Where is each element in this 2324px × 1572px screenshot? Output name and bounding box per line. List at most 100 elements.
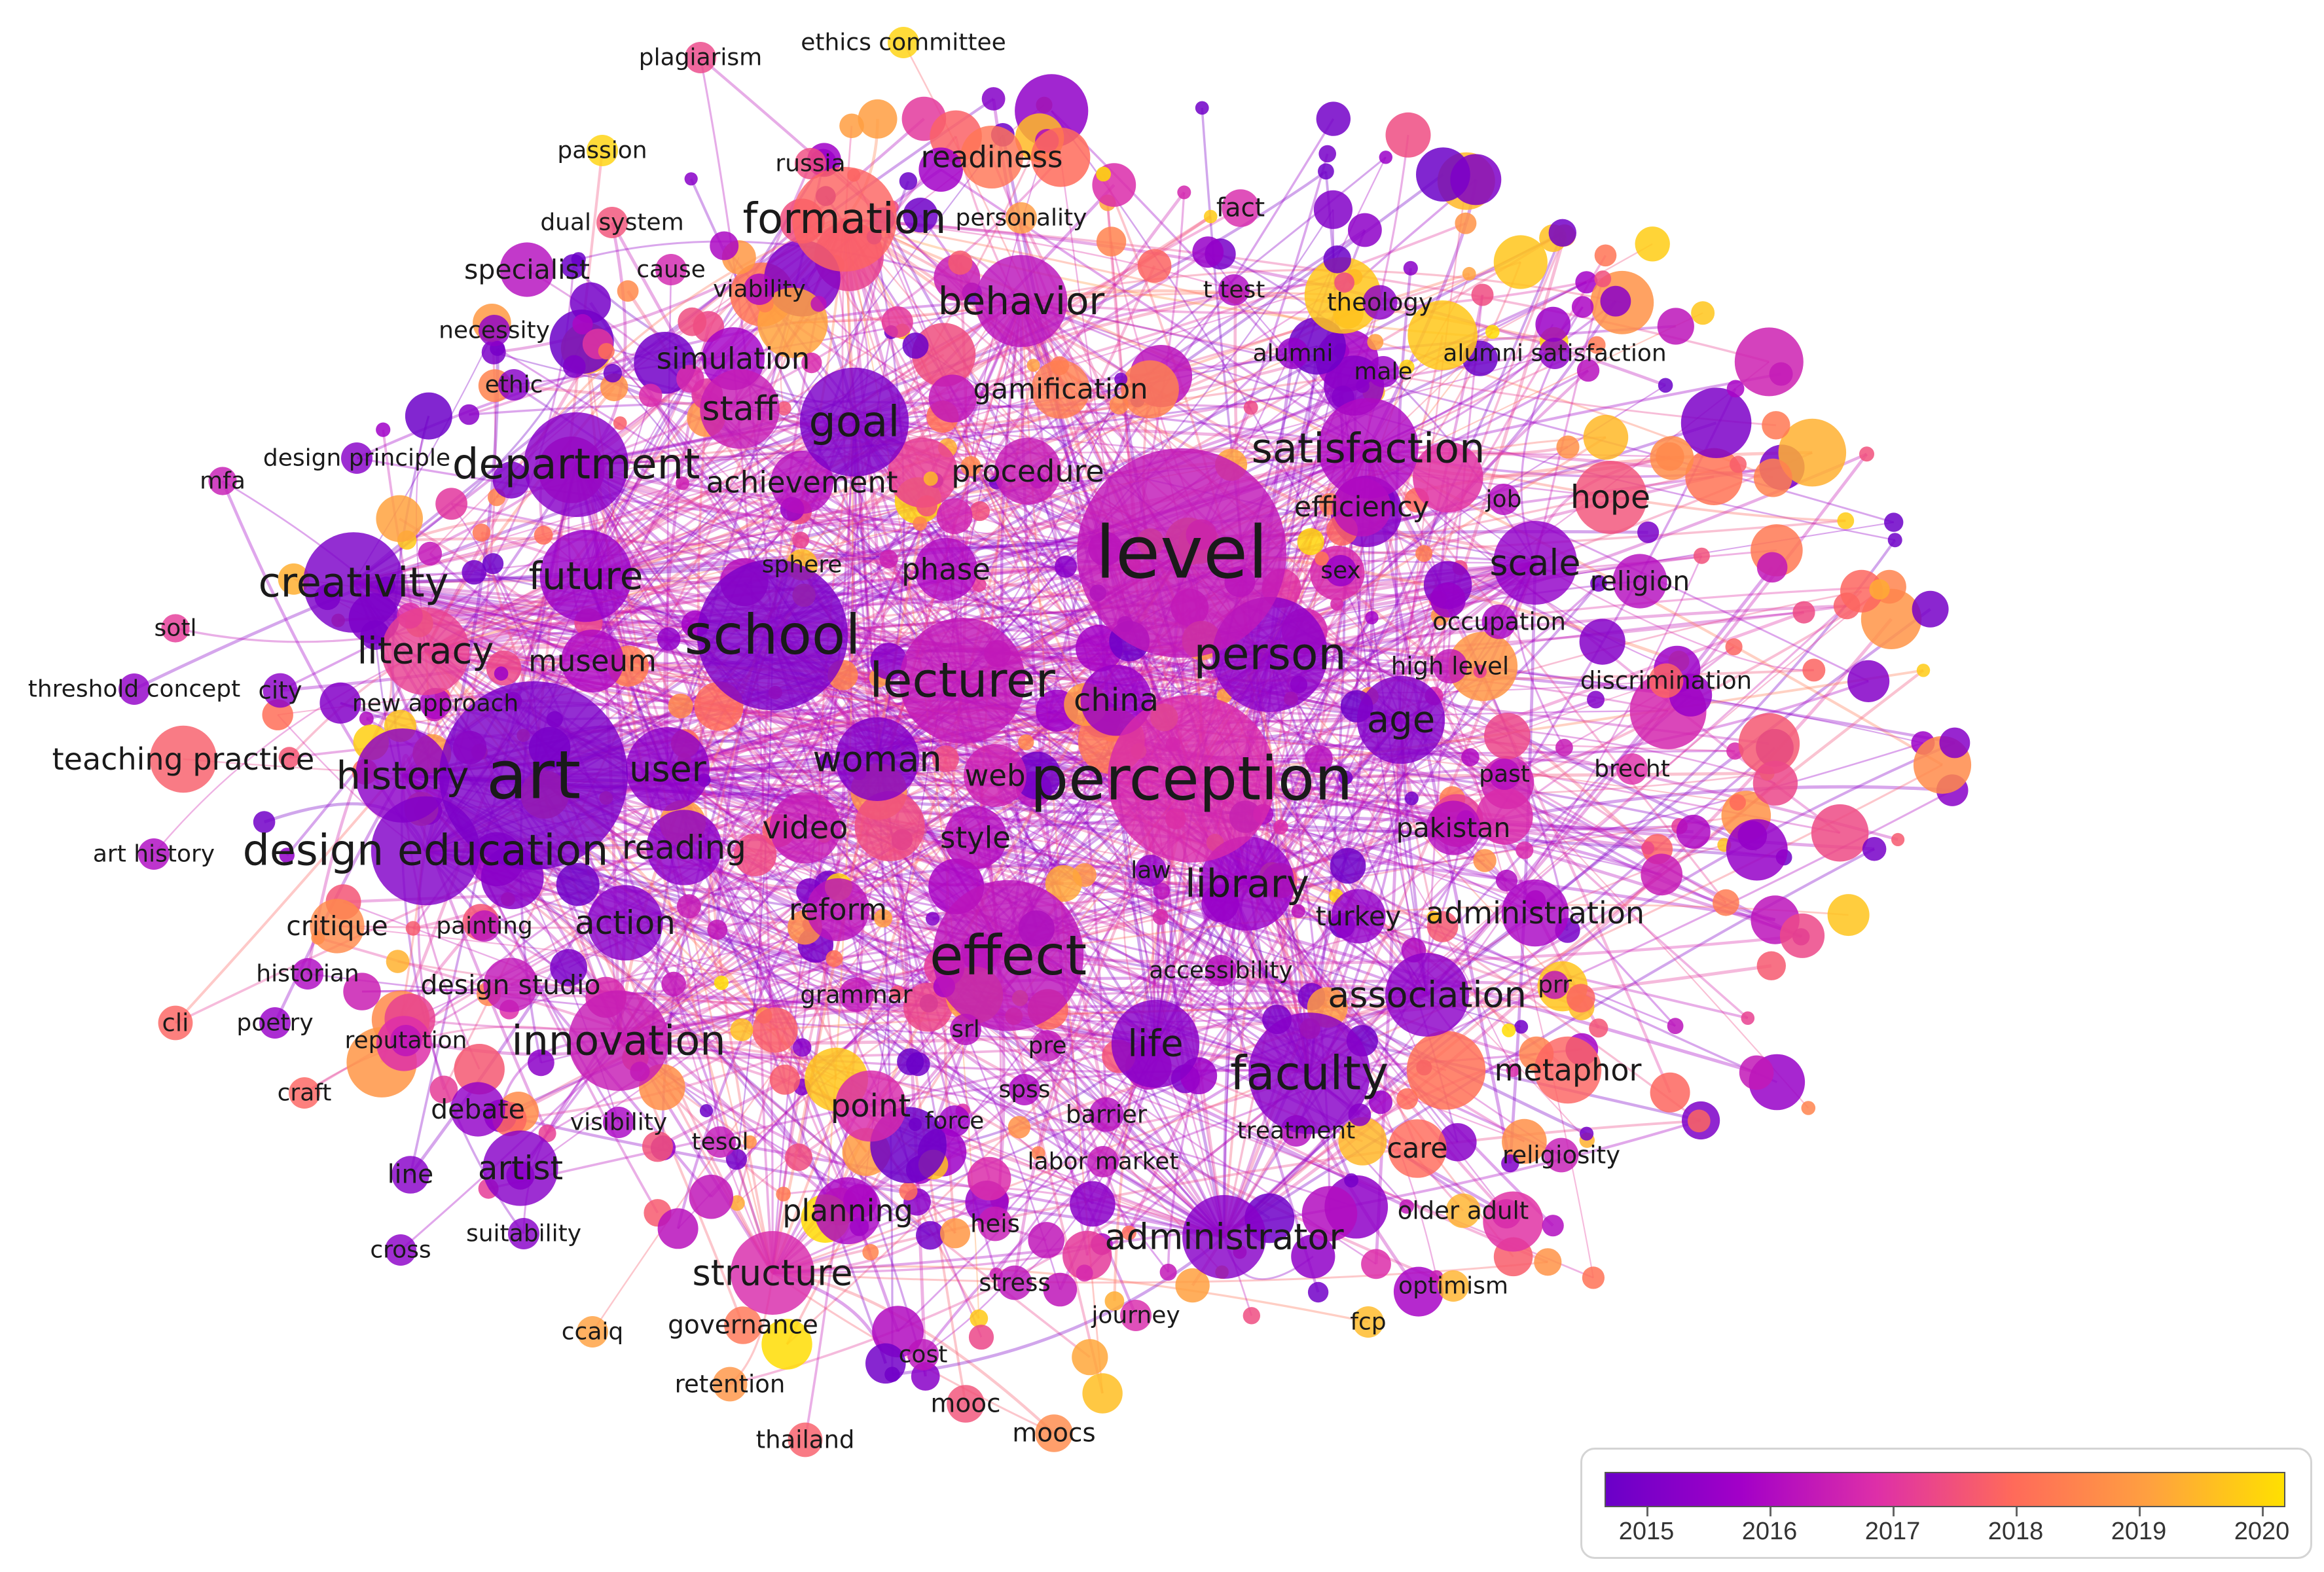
keyword-node[interactable]	[936, 498, 973, 535]
keyword-node[interactable]	[792, 531, 810, 549]
keyword-node[interactable]	[1114, 372, 1128, 386]
keyword-node[interactable]	[1726, 819, 1788, 881]
keyword-node[interactable]	[870, 643, 907, 680]
keyword-node-reading[interactable]	[646, 810, 722, 885]
keyword-node-ethics-committee[interactable]	[888, 27, 919, 58]
keyword-node-spss[interactable]	[1009, 1074, 1040, 1105]
keyword-node[interactable]	[1667, 1018, 1684, 1035]
keyword-node[interactable]	[1177, 185, 1191, 200]
keyword-node[interactable]	[472, 524, 491, 542]
keyword-node[interactable]	[1493, 235, 1548, 289]
keyword-node[interactable]	[1473, 664, 1487, 679]
keyword-node[interactable]	[1461, 748, 1480, 766]
keyword-node-past[interactable]	[1489, 759, 1520, 790]
keyword-node[interactable]	[1730, 456, 1747, 473]
keyword-node[interactable]	[1471, 283, 1494, 306]
keyword-node[interactable]	[1555, 738, 1573, 757]
keyword-node-art-history[interactable]	[138, 838, 170, 870]
keyword-node-teaching-practice[interactable]	[149, 725, 217, 793]
keyword-node[interactable]	[810, 296, 827, 312]
keyword-node[interactable]	[1590, 575, 1607, 592]
keyword-node-lecturer[interactable]	[899, 618, 1025, 743]
keyword-node[interactable]	[1450, 154, 1502, 205]
keyword-node[interactable]	[968, 1325, 994, 1350]
keyword-node[interactable]	[1018, 734, 1034, 751]
keyword-node-phase[interactable]	[915, 538, 977, 601]
keyword-node[interactable]	[1916, 664, 1931, 677]
keyword-node-occupation[interactable]	[1481, 604, 1517, 639]
keyword-node[interactable]	[603, 364, 623, 383]
keyword-node-metaphor[interactable]	[1534, 1036, 1602, 1104]
keyword-node-fact[interactable]	[1222, 189, 1260, 227]
keyword-node[interactable]	[689, 1174, 734, 1219]
keyword-node[interactable]	[1008, 1116, 1031, 1139]
keyword-node-specialist[interactable]	[499, 242, 554, 297]
keyword-node[interactable]	[319, 682, 361, 724]
keyword-node[interactable]	[1556, 435, 1580, 459]
keyword-node[interactable]	[1713, 889, 1739, 916]
keyword-node[interactable]	[1396, 1088, 1419, 1110]
keyword-node[interactable]	[873, 909, 893, 928]
keyword-node[interactable]	[699, 1104, 714, 1118]
keyword-node[interactable]	[911, 323, 976, 387]
keyword-node[interactable]	[785, 1143, 812, 1171]
keyword-node[interactable]	[1847, 660, 1890, 702]
keyword-node[interactable]	[1415, 545, 1433, 562]
keyword-node[interactable]	[981, 87, 1006, 111]
keyword-node-stress[interactable]	[997, 1265, 1032, 1300]
keyword-node[interactable]	[1273, 819, 1288, 834]
keyword-node[interactable]	[932, 745, 959, 773]
keyword-node[interactable]	[1243, 1307, 1261, 1325]
keyword-node[interactable]	[1779, 913, 1825, 958]
keyword-node-governance[interactable]	[724, 1306, 762, 1344]
keyword-node-sex[interactable]	[1325, 555, 1356, 586]
keyword-node[interactable]	[1399, 359, 1415, 375]
keyword-node[interactable]	[1315, 551, 1329, 566]
keyword-node-school[interactable]	[697, 559, 848, 711]
keyword-node[interactable]	[1455, 212, 1477, 234]
keyword-node[interactable]	[1778, 418, 1847, 487]
keyword-node[interactable]	[1837, 512, 1855, 529]
keyword-node-museum[interactable]	[561, 630, 624, 692]
keyword-node[interactable]	[1840, 569, 1883, 613]
keyword-node[interactable]	[1318, 163, 1334, 180]
keyword-node-city[interactable]	[263, 673, 298, 708]
keyword-node[interactable]	[888, 437, 958, 508]
keyword-node-moocs[interactable]	[1035, 1414, 1073, 1452]
keyword-node-pre[interactable]	[1032, 1030, 1063, 1062]
keyword-node[interactable]	[1318, 145, 1336, 163]
keyword-node[interactable]	[343, 973, 381, 1010]
keyword-node[interactable]	[661, 971, 686, 997]
keyword-node[interactable]	[1076, 1264, 1093, 1282]
keyword-node[interactable]	[494, 666, 509, 681]
keyword-node[interactable]	[376, 422, 391, 437]
keyword-node-pakistan[interactable]	[1426, 800, 1481, 855]
keyword-node[interactable]	[1338, 1117, 1387, 1166]
keyword-node[interactable]	[556, 863, 600, 906]
keyword-node[interactable]	[801, 352, 822, 374]
keyword-node[interactable]	[617, 280, 639, 302]
keyword-node[interactable]	[598, 343, 615, 360]
keyword-node[interactable]	[730, 1018, 753, 1041]
keyword-node-hope[interactable]	[1574, 461, 1647, 534]
keyword-node[interactable]	[733, 833, 777, 877]
keyword-node-department[interactable]	[524, 412, 628, 517]
keyword-node-effect[interactable]	[932, 880, 1084, 1031]
keyword-node[interactable]	[454, 1044, 505, 1095]
keyword-node[interactable]	[1869, 579, 1890, 600]
keyword-node-necessity[interactable]	[479, 315, 510, 346]
keyword-node[interactable]	[970, 1309, 989, 1328]
keyword-node[interactable]	[1680, 387, 1752, 458]
keyword-node-new-approach[interactable]	[420, 688, 451, 719]
keyword-node[interactable]	[916, 495, 937, 517]
keyword-node[interactable]	[1334, 272, 1354, 293]
keyword-node[interactable]	[1588, 336, 1606, 354]
keyword-node[interactable]	[386, 950, 410, 973]
keyword-node-fcp[interactable]	[1353, 1306, 1384, 1338]
keyword-node[interactable]	[1365, 611, 1379, 624]
keyword-node-point[interactable]	[835, 1070, 907, 1142]
keyword-node-historian[interactable]	[292, 958, 323, 990]
keyword-node[interactable]	[1096, 166, 1111, 182]
keyword-node[interactable]	[1571, 296, 1594, 318]
keyword-node[interactable]	[1072, 1339, 1108, 1376]
